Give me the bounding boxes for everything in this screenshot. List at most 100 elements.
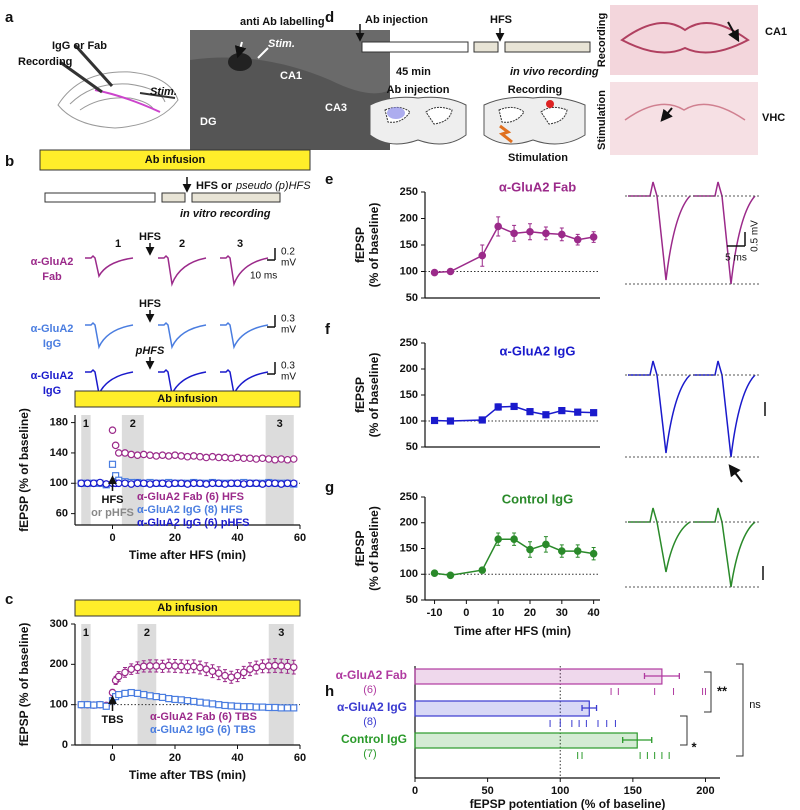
event-alt-label: pseudo (p)HFS bbox=[235, 180, 311, 192]
marker bbox=[89, 479, 98, 488]
y-tick-label: 200 bbox=[400, 212, 418, 224]
trace bbox=[220, 368, 269, 397]
x-tick-label: 60 bbox=[294, 532, 306, 544]
panel-label: h bbox=[325, 683, 334, 700]
marker bbox=[227, 702, 235, 710]
y-tick-label: 200 bbox=[400, 517, 418, 529]
series-line bbox=[434, 405, 594, 422]
marker bbox=[277, 662, 286, 670]
marker bbox=[183, 697, 192, 705]
histology-row-label: Recording bbox=[596, 13, 608, 67]
y-tick-label: 180 bbox=[50, 416, 68, 428]
marker bbox=[183, 452, 192, 461]
marker bbox=[233, 453, 242, 462]
x-tick-label: 10 bbox=[492, 607, 504, 619]
scale-label: mV bbox=[281, 258, 296, 269]
marker bbox=[171, 662, 179, 670]
scale-label: mV bbox=[281, 372, 296, 383]
row-label: IgG bbox=[43, 338, 61, 350]
marker bbox=[478, 566, 487, 574]
category-label: Control IgG bbox=[341, 732, 407, 746]
legend-entry: α-GluA2 IgG (6) pHFS bbox=[137, 517, 249, 529]
marker bbox=[221, 671, 229, 680]
recording-label: in vitro recording bbox=[180, 208, 271, 220]
sig-bracket bbox=[736, 663, 744, 757]
shaded-region bbox=[265, 415, 294, 525]
marker bbox=[164, 661, 173, 670]
recording-label: Recording bbox=[18, 56, 72, 68]
bar bbox=[414, 732, 638, 749]
y-tick-label: 200 bbox=[50, 658, 68, 670]
chart-title: α-GluA2 IgG bbox=[500, 343, 576, 358]
marker bbox=[264, 479, 273, 488]
series-line bbox=[434, 225, 594, 274]
marker bbox=[152, 662, 161, 670]
y-tick-label: 200 bbox=[400, 363, 418, 375]
pipette-label: IgG or Fab bbox=[52, 40, 107, 52]
marker bbox=[246, 703, 254, 711]
marker bbox=[139, 662, 148, 671]
marker bbox=[121, 449, 129, 457]
marker bbox=[202, 699, 210, 707]
marker bbox=[196, 452, 204, 461]
x-axis-label: Time after HFS (min) bbox=[129, 548, 246, 562]
marker bbox=[108, 460, 117, 468]
marker bbox=[526, 545, 534, 554]
marker bbox=[221, 701, 229, 710]
marker bbox=[202, 665, 211, 673]
count-label: (8) bbox=[363, 716, 376, 728]
marker bbox=[233, 479, 242, 488]
marker bbox=[246, 665, 254, 673]
scale-label: 0.3 bbox=[281, 361, 295, 372]
histology-region-label: CA1 bbox=[765, 26, 787, 38]
marker bbox=[239, 480, 248, 488]
marker bbox=[271, 455, 279, 464]
region-label: 1 bbox=[83, 418, 89, 430]
inset-trace bbox=[693, 507, 756, 588]
y-axis-label: (% of baseline) bbox=[367, 203, 381, 288]
marker bbox=[283, 455, 292, 464]
histology-region-label: VHC bbox=[762, 112, 785, 124]
marker bbox=[96, 478, 104, 487]
x-tick-label: 0 bbox=[463, 607, 469, 619]
marker bbox=[171, 695, 179, 704]
scale-label: 0.2 bbox=[281, 247, 295, 258]
protocol-b bbox=[39, 149, 311, 203]
shaded-region bbox=[137, 624, 157, 745]
marker bbox=[146, 480, 154, 488]
x-tick-label: 0 bbox=[412, 785, 418, 797]
y-tick-label: 100 bbox=[400, 265, 418, 277]
marker bbox=[233, 671, 242, 680]
marker bbox=[271, 661, 279, 670]
marker bbox=[133, 479, 142, 488]
marker bbox=[114, 479, 123, 488]
infusion-bar bbox=[74, 599, 301, 617]
marker bbox=[90, 701, 98, 709]
trace bbox=[85, 368, 134, 397]
y-axis-label: (% of baseline) bbox=[367, 506, 381, 591]
x-tick-label: 60 bbox=[294, 752, 306, 764]
marker bbox=[189, 479, 198, 488]
annotation: HFS bbox=[102, 494, 124, 506]
y-tick-label: 100 bbox=[400, 415, 418, 427]
x-tick-label: 150 bbox=[624, 785, 642, 797]
marker bbox=[214, 669, 223, 678]
row-label: Fab bbox=[42, 271, 62, 283]
period-label: 1 bbox=[115, 238, 121, 250]
region-label: 3 bbox=[278, 627, 284, 639]
marker bbox=[121, 479, 129, 488]
marker bbox=[121, 668, 129, 677]
y-axis-label: fEPSP bbox=[353, 227, 367, 263]
region-label: 3 bbox=[277, 418, 283, 430]
panel-label: a bbox=[5, 9, 14, 26]
marker bbox=[478, 416, 486, 424]
category-label: α-GluA2 IgG bbox=[337, 700, 407, 714]
marker bbox=[208, 700, 217, 708]
region-label: 2 bbox=[130, 418, 136, 430]
marker bbox=[252, 663, 261, 672]
marker bbox=[239, 668, 248, 677]
legend-entry: α-GluA2 IgG (6) TBS bbox=[150, 724, 256, 736]
marker bbox=[111, 441, 120, 450]
scale-label: 0.5 mV bbox=[750, 220, 761, 252]
